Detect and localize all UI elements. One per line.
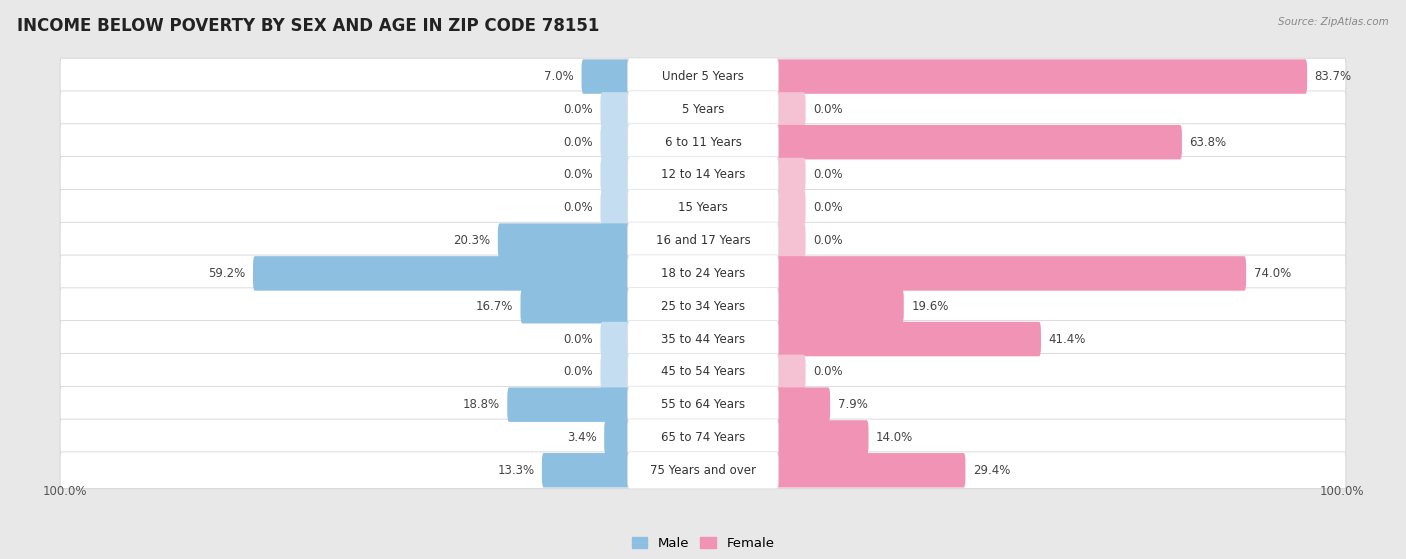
- Text: 55 to 64 Years: 55 to 64 Years: [661, 398, 745, 411]
- Text: 100.0%: 100.0%: [1319, 485, 1364, 498]
- Text: 0.0%: 0.0%: [813, 168, 842, 182]
- Text: INCOME BELOW POVERTY BY SEX AND AGE IN ZIP CODE 78151: INCOME BELOW POVERTY BY SEX AND AGE IN Z…: [17, 17, 599, 35]
- Text: 6 to 11 Years: 6 to 11 Years: [665, 136, 741, 149]
- FancyBboxPatch shape: [60, 58, 1346, 95]
- FancyBboxPatch shape: [627, 157, 779, 193]
- FancyBboxPatch shape: [600, 125, 630, 159]
- Text: 16.7%: 16.7%: [475, 300, 513, 312]
- FancyBboxPatch shape: [776, 289, 904, 324]
- FancyBboxPatch shape: [776, 354, 806, 389]
- Text: 35 to 44 Years: 35 to 44 Years: [661, 333, 745, 345]
- FancyBboxPatch shape: [627, 419, 779, 456]
- Text: 7.9%: 7.9%: [838, 398, 868, 411]
- FancyBboxPatch shape: [600, 92, 630, 126]
- FancyBboxPatch shape: [60, 222, 1346, 259]
- FancyBboxPatch shape: [776, 420, 869, 454]
- Text: 45 to 54 Years: 45 to 54 Years: [661, 366, 745, 378]
- FancyBboxPatch shape: [60, 157, 1346, 193]
- FancyBboxPatch shape: [627, 190, 779, 226]
- FancyBboxPatch shape: [520, 289, 630, 324]
- FancyBboxPatch shape: [600, 322, 630, 356]
- FancyBboxPatch shape: [776, 453, 966, 487]
- FancyBboxPatch shape: [582, 59, 630, 94]
- Text: 14.0%: 14.0%: [876, 431, 914, 444]
- FancyBboxPatch shape: [776, 92, 806, 126]
- Text: 0.0%: 0.0%: [564, 333, 593, 345]
- Text: 19.6%: 19.6%: [911, 300, 949, 312]
- Text: 3.4%: 3.4%: [567, 431, 596, 444]
- Text: 0.0%: 0.0%: [813, 201, 842, 214]
- FancyBboxPatch shape: [776, 59, 1308, 94]
- FancyBboxPatch shape: [776, 125, 1182, 159]
- Legend: Male, Female: Male, Female: [626, 532, 780, 555]
- Text: 13.3%: 13.3%: [498, 464, 534, 477]
- Text: Source: ZipAtlas.com: Source: ZipAtlas.com: [1278, 17, 1389, 27]
- FancyBboxPatch shape: [60, 91, 1346, 128]
- FancyBboxPatch shape: [627, 124, 779, 161]
- Text: 5 Years: 5 Years: [682, 103, 724, 116]
- Text: 25 to 34 Years: 25 to 34 Years: [661, 300, 745, 312]
- FancyBboxPatch shape: [776, 224, 806, 258]
- Text: 65 to 74 Years: 65 to 74 Years: [661, 431, 745, 444]
- Text: 18 to 24 Years: 18 to 24 Years: [661, 267, 745, 280]
- FancyBboxPatch shape: [600, 158, 630, 192]
- FancyBboxPatch shape: [627, 58, 779, 95]
- FancyBboxPatch shape: [627, 452, 779, 489]
- Text: 59.2%: 59.2%: [208, 267, 246, 280]
- FancyBboxPatch shape: [627, 222, 779, 259]
- FancyBboxPatch shape: [60, 124, 1346, 160]
- Text: 12 to 14 Years: 12 to 14 Years: [661, 168, 745, 182]
- Text: 74.0%: 74.0%: [1254, 267, 1291, 280]
- FancyBboxPatch shape: [627, 91, 779, 128]
- FancyBboxPatch shape: [627, 288, 779, 325]
- FancyBboxPatch shape: [60, 386, 1346, 423]
- FancyBboxPatch shape: [627, 386, 779, 423]
- FancyBboxPatch shape: [60, 353, 1346, 390]
- FancyBboxPatch shape: [60, 255, 1346, 292]
- Text: 100.0%: 100.0%: [42, 485, 87, 498]
- Text: 15 Years: 15 Years: [678, 201, 728, 214]
- Text: 0.0%: 0.0%: [564, 366, 593, 378]
- FancyBboxPatch shape: [600, 354, 630, 389]
- FancyBboxPatch shape: [776, 256, 1246, 291]
- FancyBboxPatch shape: [60, 190, 1346, 226]
- Text: 0.0%: 0.0%: [813, 103, 842, 116]
- Text: 83.7%: 83.7%: [1315, 70, 1351, 83]
- FancyBboxPatch shape: [776, 191, 806, 225]
- FancyBboxPatch shape: [627, 255, 779, 292]
- FancyBboxPatch shape: [60, 452, 1346, 489]
- Text: 0.0%: 0.0%: [564, 168, 593, 182]
- FancyBboxPatch shape: [776, 387, 830, 422]
- FancyBboxPatch shape: [60, 288, 1346, 325]
- FancyBboxPatch shape: [60, 419, 1346, 456]
- Text: 0.0%: 0.0%: [564, 201, 593, 214]
- FancyBboxPatch shape: [541, 453, 630, 487]
- Text: Under 5 Years: Under 5 Years: [662, 70, 744, 83]
- Text: 0.0%: 0.0%: [813, 234, 842, 247]
- FancyBboxPatch shape: [508, 387, 630, 422]
- Text: 7.0%: 7.0%: [544, 70, 574, 83]
- FancyBboxPatch shape: [627, 320, 779, 358]
- Text: 0.0%: 0.0%: [813, 366, 842, 378]
- FancyBboxPatch shape: [600, 191, 630, 225]
- Text: 63.8%: 63.8%: [1189, 136, 1226, 149]
- FancyBboxPatch shape: [498, 224, 630, 258]
- FancyBboxPatch shape: [776, 322, 1040, 356]
- Text: 16 and 17 Years: 16 and 17 Years: [655, 234, 751, 247]
- FancyBboxPatch shape: [605, 420, 630, 454]
- Text: 20.3%: 20.3%: [453, 234, 491, 247]
- Text: 41.4%: 41.4%: [1049, 333, 1085, 345]
- Text: 0.0%: 0.0%: [564, 103, 593, 116]
- FancyBboxPatch shape: [253, 256, 630, 291]
- FancyBboxPatch shape: [627, 353, 779, 390]
- Text: 18.8%: 18.8%: [463, 398, 499, 411]
- FancyBboxPatch shape: [776, 158, 806, 192]
- FancyBboxPatch shape: [60, 321, 1346, 357]
- Text: 75 Years and over: 75 Years and over: [650, 464, 756, 477]
- Text: 29.4%: 29.4%: [973, 464, 1011, 477]
- Text: 0.0%: 0.0%: [564, 136, 593, 149]
